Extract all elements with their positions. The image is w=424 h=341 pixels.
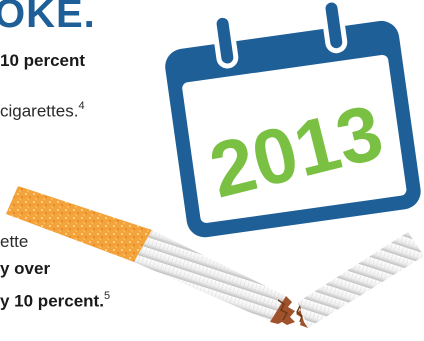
stat-line-3: ette (0, 229, 28, 255)
stat-line-1: 10 percent (0, 48, 85, 74)
stat-line-4: y over (0, 256, 50, 282)
stat-highlight-1: 10 percent (0, 51, 86, 70)
stat-highlight-5: y 10 percent. (0, 291, 104, 311)
headline: OKE. (0, 0, 96, 36)
calendar-icon: 2013 (165, 0, 421, 238)
stat-highlight-4: y over (0, 259, 51, 278)
footnote-ref-4: 4 (78, 100, 85, 112)
footnote-ref-5: 5 (103, 290, 111, 302)
stat-text-2: cigarettes. (0, 101, 79, 121)
broken-cigarette-icon (6, 186, 424, 328)
stat-line-5: y 10 percent.5 (0, 284, 110, 315)
stat-text-3: ette (0, 232, 29, 251)
stat-line-2: cigarettes.4 (0, 94, 85, 125)
